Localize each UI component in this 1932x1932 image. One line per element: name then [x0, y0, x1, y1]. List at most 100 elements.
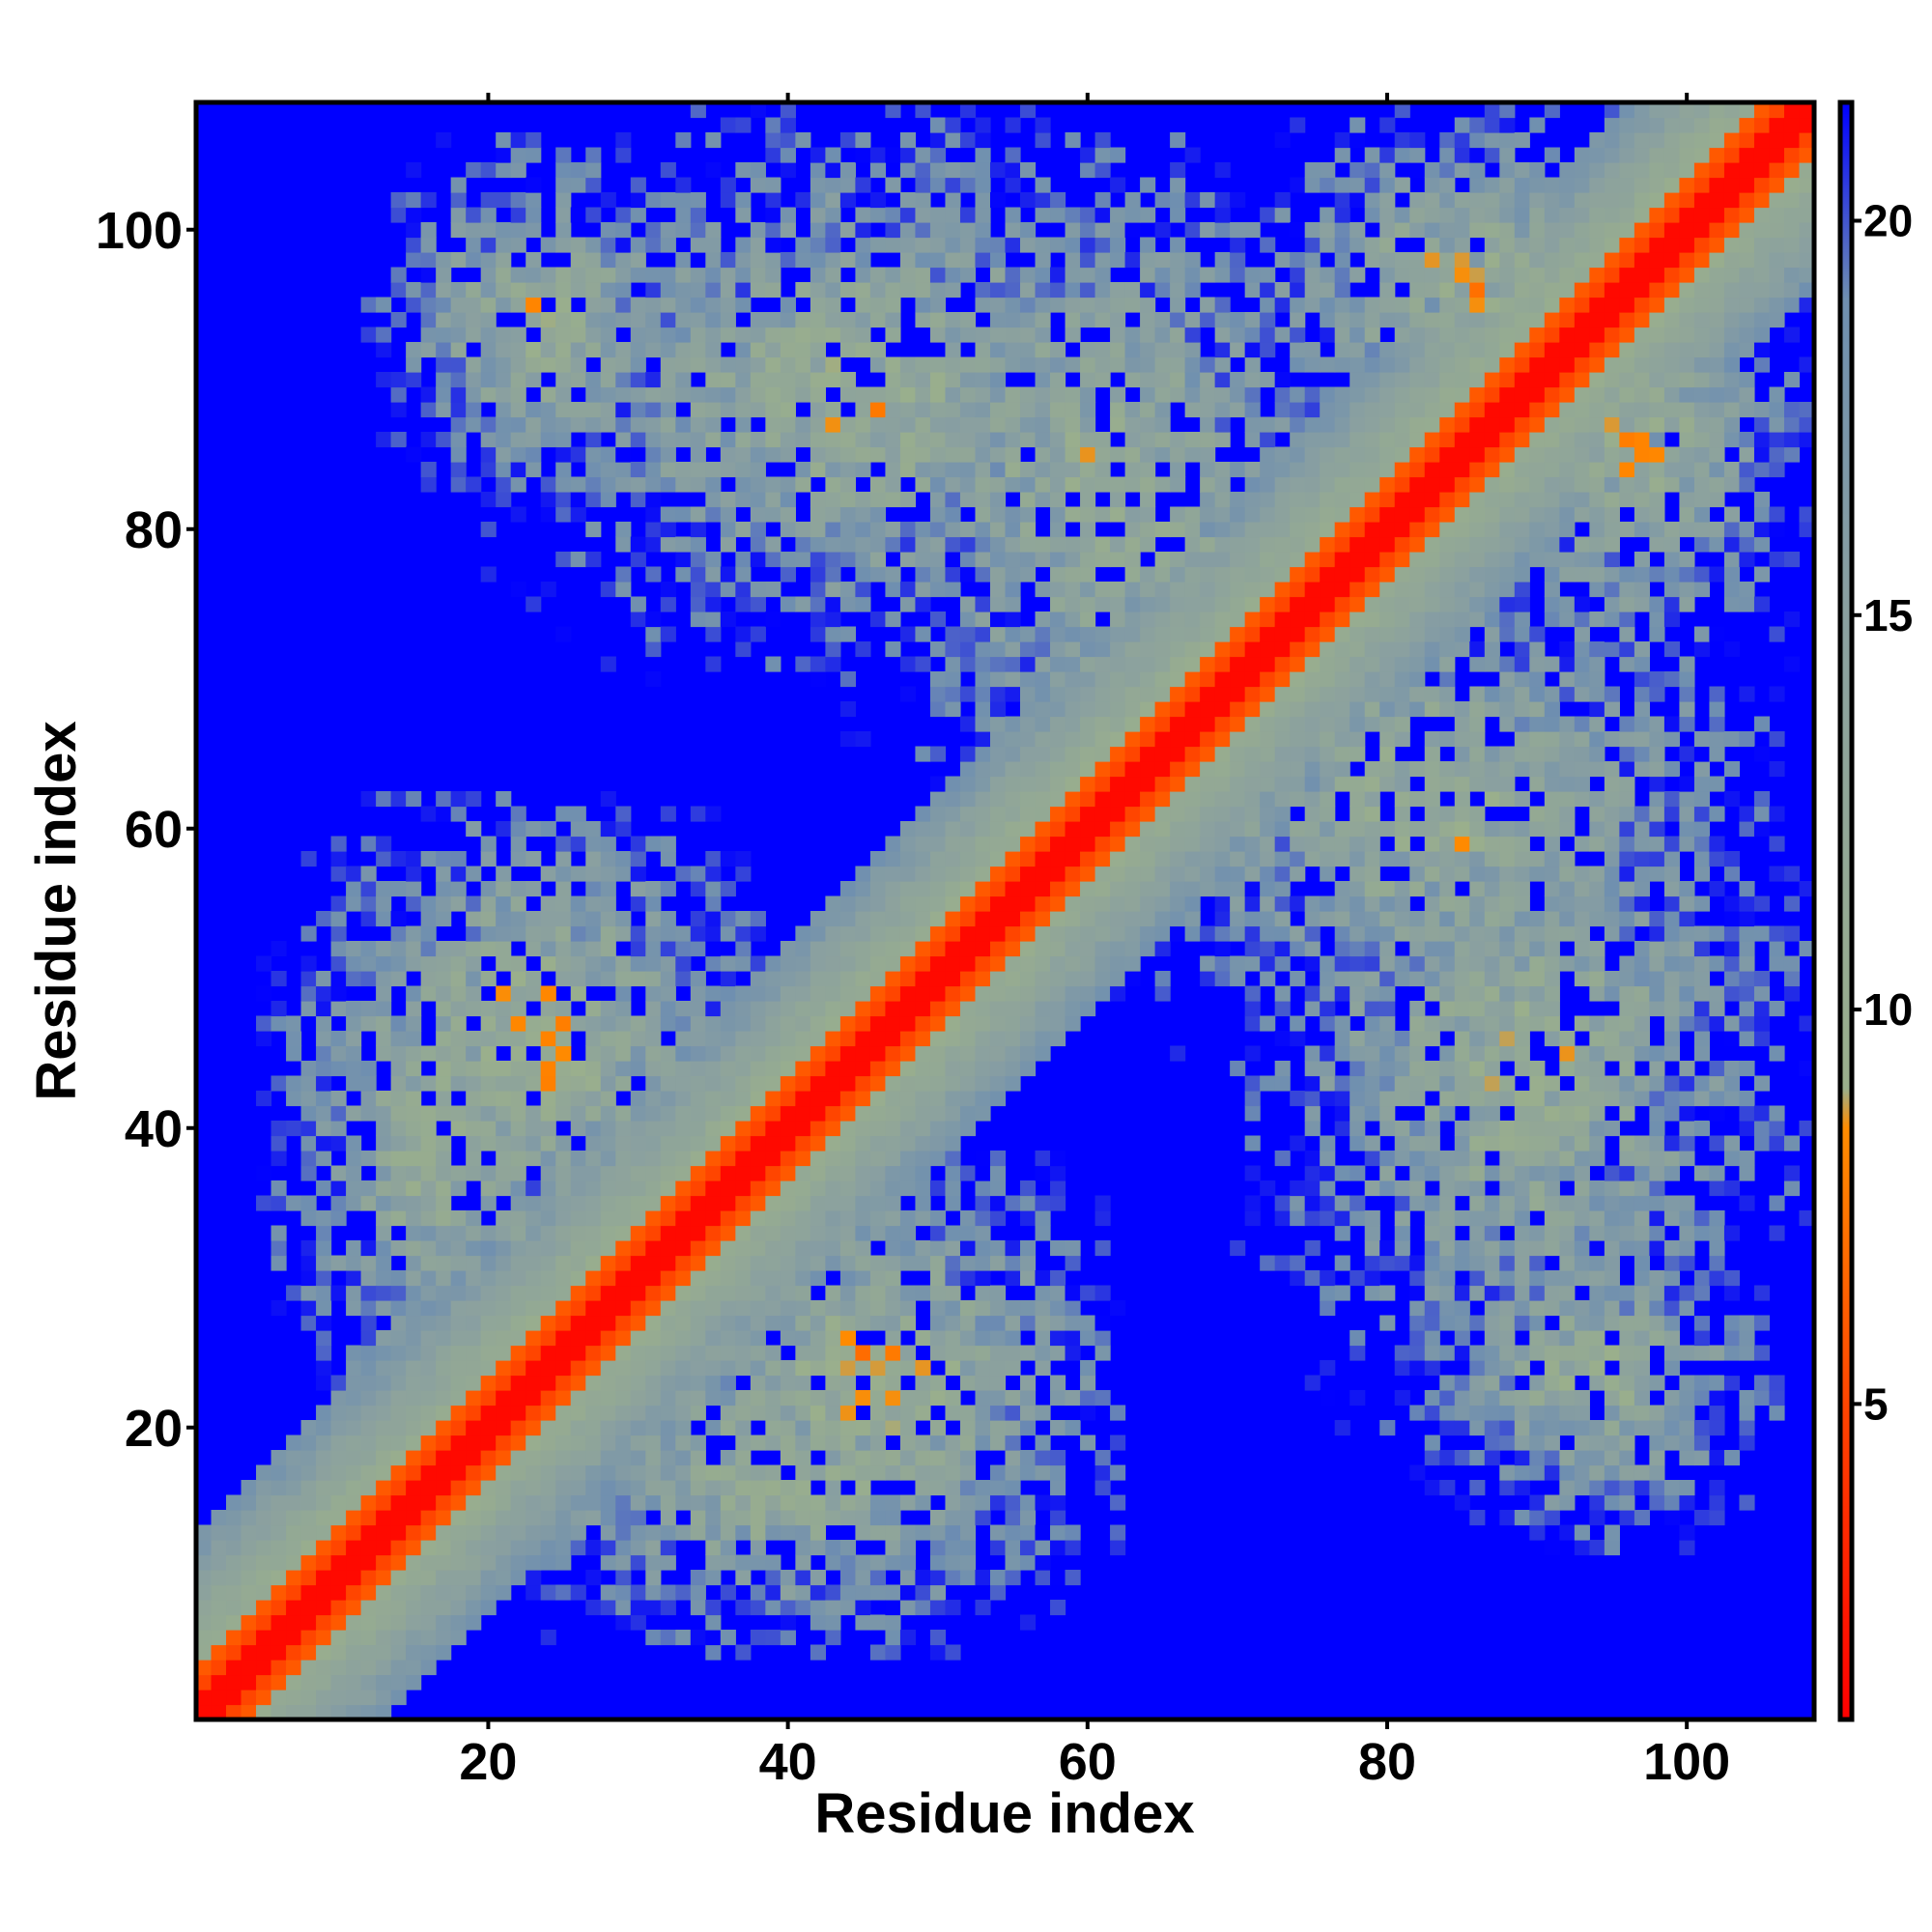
heatmap-cell	[899, 462, 917, 478]
heatmap-cell	[885, 1450, 901, 1466]
heatmap-cell	[1080, 866, 1096, 882]
heatmap-cell	[765, 1524, 781, 1541]
heatmap-cell	[390, 1554, 407, 1571]
heatmap-cell	[360, 1674, 377, 1690]
heatmap-cell	[1364, 1225, 1380, 1241]
heatmap-cell	[466, 925, 482, 942]
heatmap-cell	[1350, 476, 1366, 493]
heatmap-cell	[585, 147, 602, 163]
heatmap-cell	[885, 1494, 901, 1511]
heatmap-cell	[300, 1600, 317, 1616]
heatmap-cell	[600, 911, 616, 927]
heatmap-cell	[1154, 267, 1171, 283]
heatmap-cell	[1304, 611, 1321, 628]
heatmap-cell	[615, 1210, 632, 1227]
heatmap-cell	[600, 1180, 616, 1197]
heatmap-cell	[510, 1240, 526, 1257]
heatmap-cell	[765, 1105, 781, 1122]
heatmap-cell	[1050, 1420, 1066, 1436]
heatmap-cell	[765, 1285, 781, 1301]
heatmap-cell	[959, 1031, 977, 1047]
heatmap-cell	[825, 492, 841, 508]
heatmap-cell	[615, 1554, 632, 1571]
heatmap-cell	[450, 1554, 467, 1571]
heatmap-cell	[615, 1001, 632, 1017]
heatmap-cell	[480, 267, 497, 283]
heatmap-cell	[645, 1225, 662, 1241]
heatmap-cell	[735, 1300, 752, 1317]
heatmap-cell	[526, 1405, 542, 1421]
heatmap-cell	[915, 536, 931, 553]
heatmap-cell	[975, 895, 991, 912]
heatmap-cell	[929, 416, 947, 433]
heatmap-cell	[406, 851, 422, 867]
heatmap-cell	[1350, 297, 1366, 313]
heatmap-cell	[780, 1285, 796, 1301]
heatmap-cell	[615, 446, 632, 463]
heatmap-cell	[450, 416, 467, 433]
heatmap-cell	[480, 566, 497, 582]
heatmap-cell	[1170, 252, 1186, 269]
heatmap-cell	[1320, 207, 1336, 223]
heatmap-cell	[1274, 252, 1291, 269]
heatmap-cell	[360, 1300, 377, 1317]
heatmap-cell	[330, 971, 347, 987]
heatmap-cell	[945, 985, 961, 1002]
heatmap-cell	[1230, 342, 1246, 358]
heatmap-cell	[480, 1540, 497, 1556]
heatmap-cell	[795, 327, 811, 343]
heatmap-cell	[1334, 656, 1350, 672]
heatmap-cell	[959, 446, 977, 463]
heatmap-cell	[989, 192, 1007, 209]
heatmap-cell	[466, 1121, 482, 1137]
heatmap-cell	[690, 1510, 706, 1526]
heatmap-cell	[540, 1405, 556, 1421]
heatmap-cell	[839, 506, 857, 523]
heatmap-cell	[1110, 416, 1126, 433]
heatmap-cell	[1290, 866, 1306, 882]
heatmap-cell	[645, 1031, 662, 1047]
heatmap-cell	[810, 1584, 826, 1601]
heatmap-cell	[929, 895, 947, 912]
heatmap-cell	[989, 522, 1007, 538]
heatmap-cell	[1379, 506, 1396, 523]
heatmap-cell	[1020, 1420, 1037, 1436]
heatmap-cell	[346, 1674, 362, 1690]
heatmap-cell	[466, 1135, 482, 1151]
heatmap-cell	[945, 1270, 961, 1287]
heatmap-cell	[720, 1210, 736, 1227]
heatmap-cell	[975, 1240, 991, 1257]
heatmap-cell	[390, 1570, 407, 1586]
heatmap-cell	[869, 342, 887, 358]
heatmap-cell	[1230, 582, 1246, 598]
heatmap-cell	[1260, 432, 1276, 448]
heatmap-cell	[226, 1690, 242, 1706]
heatmap-cell	[1005, 1001, 1021, 1017]
heatmap-cell	[735, 985, 752, 1002]
heatmap-cell	[540, 941, 556, 957]
heatmap-cell	[376, 297, 392, 313]
heatmap-cell	[869, 1450, 887, 1466]
heatmap-cell	[675, 372, 692, 388]
heatmap-cell	[1050, 911, 1066, 927]
heatmap-cell	[1124, 866, 1141, 882]
heatmap-cell	[406, 955, 422, 972]
heatmap-cell	[570, 327, 586, 343]
heatmap-cell	[1214, 716, 1231, 732]
heatmap-cell	[959, 267, 977, 283]
heatmap-cell	[630, 955, 646, 972]
heatmap-cell	[1094, 716, 1111, 732]
heatmap-cell	[615, 925, 632, 942]
heatmap-cell	[1274, 1195, 1291, 1211]
heatmap-cell	[1260, 911, 1276, 927]
heatmap-cell	[975, 1420, 991, 1436]
heatmap-cell	[1020, 1180, 1037, 1197]
heatmap-cell	[645, 282, 662, 298]
heatmap-cell	[585, 1225, 602, 1241]
heatmap-cell	[735, 1091, 752, 1107]
heatmap-cell	[1244, 1075, 1261, 1092]
heatmap-cell	[855, 1450, 871, 1466]
heatmap-cell	[406, 192, 422, 209]
heatmap-cell	[390, 1135, 407, 1151]
heatmap-cell	[675, 267, 692, 283]
